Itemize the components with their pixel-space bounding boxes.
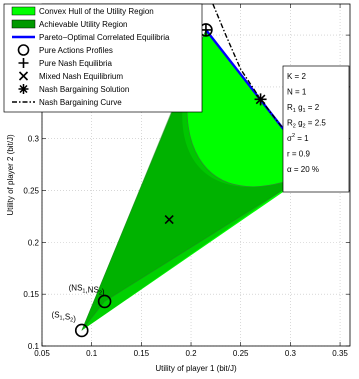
pure-action-profile-label: (NS1,NS2) xyxy=(69,283,105,296)
x-tick-label: 0.15 xyxy=(134,349,150,358)
legend-swatch xyxy=(18,58,29,68)
x-tick-label: 0.05 xyxy=(34,349,50,358)
param-alpha: α = 20 % xyxy=(287,165,319,174)
param-n: N = 1 xyxy=(287,88,307,97)
x-tick-label: 0.25 xyxy=(233,349,249,358)
mixed-nash-marker xyxy=(164,214,174,225)
legend-swatch xyxy=(17,44,30,56)
legend-label: Pure Actions Profiles xyxy=(39,46,113,55)
legend-label: Mixed Nash Equilibrium xyxy=(39,72,123,81)
pure-action-profile-label: (S1,S2) xyxy=(52,310,77,323)
legend-swatch xyxy=(11,19,36,29)
y-tick-label: 0.15 xyxy=(23,290,39,299)
param-k: K = 2 xyxy=(287,72,306,81)
param-sigma: σ2 = 1 xyxy=(287,133,309,143)
legend-swatch xyxy=(11,6,36,16)
legend-label: Convex Hull of the Utility Region xyxy=(39,7,154,16)
pure-action-profile-marker xyxy=(97,294,112,309)
x-tick-label: 0.2 xyxy=(185,349,197,358)
legend-swatch xyxy=(18,84,29,94)
legend-label: Pure Nash Equilibria xyxy=(39,59,112,68)
x-axis-label: Utility of player 1 (bit/J) xyxy=(155,364,237,373)
y-axis-label: Utility of player 2 (bit/J) xyxy=(6,134,15,216)
pure-action-profile-marker xyxy=(74,323,89,338)
legend: Convex Hull of the Utility Region Achieva… xyxy=(3,3,203,113)
param-r: r = 0.9 xyxy=(287,150,310,159)
y-tick-label: 0.3 xyxy=(28,135,40,144)
legend-label: Nash Bargaining Curve xyxy=(39,98,122,107)
legend-label: Achievable Utility Region xyxy=(39,20,128,29)
param-r1g1: R1 g1 = 2 xyxy=(287,103,320,114)
legend-swatch xyxy=(18,71,29,81)
legend-label: Nash Bargaining Solution xyxy=(39,85,129,94)
y-tick-label: 0.1 xyxy=(28,342,40,351)
x-tick-label: 0.35 xyxy=(332,349,348,358)
achievable-region-shade xyxy=(81,50,301,331)
y-tick-label: 0.25 xyxy=(23,187,39,196)
x-tick-label: 0.1 xyxy=(86,349,98,358)
parameter-box-frame xyxy=(282,65,350,193)
param-r2g2: R2 g2 = 2.5 xyxy=(287,119,326,130)
nash-bargaining-solution-marker xyxy=(254,93,267,106)
x-tick-label: 0.3 xyxy=(285,349,297,358)
parameter-box: K = 2 N = 1 R1 g1 = 2 R2 g2 = 2.5 σ2 = 1 r = … xyxy=(282,65,350,193)
y-tick-label: 0.2 xyxy=(28,238,40,247)
legend-label: Pareto−Optimal Correlated Equilibria xyxy=(39,33,170,42)
legend-frame xyxy=(3,3,203,113)
